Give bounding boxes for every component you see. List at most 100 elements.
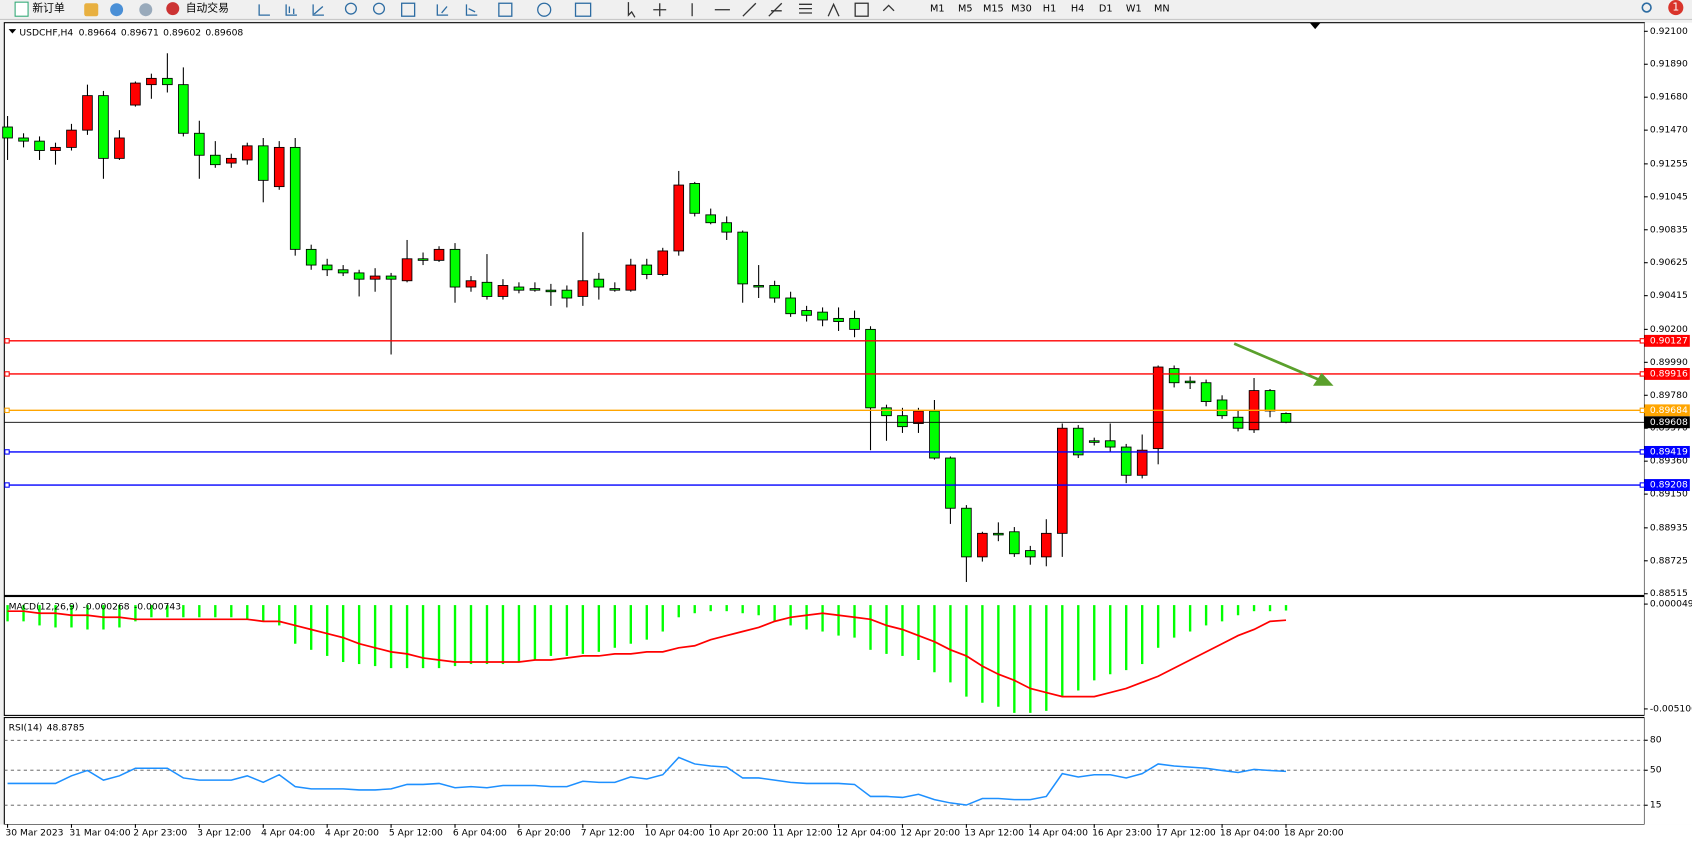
candle-body	[369, 275, 381, 280]
candle-body	[1200, 382, 1212, 402]
timeframe-button[interactable]: M15	[983, 4, 1004, 15]
level-label: 0.89916	[1650, 368, 1688, 379]
icon[interactable]	[258, 4, 270, 16]
icon[interactable]	[285, 4, 297, 16]
x-tick-label: 12 Apr 04:00	[836, 828, 896, 839]
level-label: 0.89608	[1650, 417, 1688, 428]
alerts-badge[interactable]: 1	[1668, 0, 1684, 16]
y-tick-label: 0.88725	[1650, 555, 1688, 566]
y-tick-label: 50	[1650, 765, 1662, 776]
candle-body	[881, 407, 892, 417]
icon[interactable]	[372, 2, 386, 15]
rsi-header: RSI(14) 48.8785	[9, 722, 85, 733]
candle-body	[353, 272, 365, 280]
icon[interactable]	[401, 2, 416, 17]
icon[interactable]	[653, 3, 667, 17]
last-low: 0.89602	[163, 27, 201, 38]
candle-body	[609, 288, 621, 291]
new-order-icon	[14, 1, 29, 17]
timeframe-button[interactable]: H4	[1071, 4, 1084, 15]
new-order-button[interactable]: 新订单	[14, 1, 65, 17]
candle-body	[689, 183, 701, 214]
candle-body	[577, 280, 589, 297]
icon[interactable]	[84, 3, 99, 17]
y-tick-label: 0.89150	[1650, 489, 1688, 500]
toolbar-bg	[0, 0, 1692, 20]
icon[interactable]	[465, 4, 478, 16]
icon[interactable]	[498, 2, 513, 17]
level-handle	[1639, 482, 1646, 488]
candle-body	[529, 288, 541, 291]
search-icon[interactable]	[1641, 2, 1652, 13]
candle-body	[1264, 390, 1276, 412]
level-handle	[4, 371, 10, 377]
x-tick-label: 10 Apr 20:00	[709, 828, 769, 839]
icon[interactable]	[854, 2, 869, 17]
icon[interactable]	[574, 2, 592, 17]
candle-body	[114, 137, 125, 159]
timeframe-button[interactable]: M30	[1011, 4, 1032, 15]
timeframe-button[interactable]: H1	[1043, 4, 1056, 15]
rsi-label: RSI(14)	[9, 722, 43, 733]
y-tick-label: 0.89570	[1650, 423, 1688, 434]
candle-body	[705, 214, 716, 224]
x-tick-label: 16 Apr 23:00	[1092, 828, 1152, 839]
icon[interactable]	[344, 2, 357, 15]
rsi-line	[7, 756, 1287, 806]
candle-body	[2, 126, 13, 139]
candle-body	[737, 231, 748, 285]
candle-body	[753, 285, 764, 288]
candle-body	[98, 95, 109, 159]
candle-body	[497, 285, 509, 297]
level-label: 0.89419	[1650, 446, 1688, 457]
candle-body	[1025, 550, 1036, 558]
candle-body	[673, 184, 685, 252]
icon[interactable]	[827, 2, 840, 17]
candle-body	[865, 328, 876, 409]
macd-last: -0.000268	[83, 601, 130, 612]
candle-body	[465, 280, 477, 288]
icon[interactable]	[110, 3, 124, 17]
timeframe-button[interactable]: M5	[958, 4, 973, 15]
icon[interactable]	[436, 4, 449, 16]
level-label: 0.89684	[1650, 405, 1688, 416]
candle-body	[194, 132, 205, 156]
icon[interactable]	[882, 4, 895, 12]
icon[interactable]	[139, 3, 153, 17]
timeframe-button[interactable]: D1	[1099, 4, 1113, 15]
y-tick-label: 0.000049	[1650, 599, 1692, 610]
icon[interactable]	[537, 2, 552, 17]
y-tick-label: 15	[1650, 800, 1662, 811]
timeframe-button[interactable]: MN	[1154, 4, 1170, 15]
candle-body	[1104, 440, 1116, 448]
timeframe-button[interactable]: M1	[930, 4, 945, 15]
level-handle	[1639, 338, 1646, 344]
icon[interactable]	[742, 2, 757, 17]
icon[interactable]	[312, 4, 324, 16]
auto-trading-button[interactable]: 自动交易	[166, 1, 229, 16]
level-label: 0.90127	[1650, 335, 1688, 346]
candle-body	[961, 507, 972, 558]
candle-body	[657, 250, 669, 275]
level-handle	[1639, 407, 1646, 414]
candle-body	[66, 129, 77, 148]
y-tick-label: 0.90415	[1650, 290, 1688, 301]
x-tick-label: 18 Apr 20:00	[1284, 828, 1344, 839]
x-tick-label: 6 Apr 04:00	[453, 828, 507, 839]
icon[interactable]	[627, 2, 636, 18]
y-tick-label: 80	[1650, 735, 1662, 746]
y-tick-label: 0.89780	[1650, 390, 1688, 401]
candle-body	[1056, 427, 1068, 534]
signal-last: -0.000743	[134, 601, 181, 612]
icon[interactable]	[799, 3, 812, 14]
icon[interactable]	[768, 2, 783, 17]
timeframe-button[interactable]: W1	[1126, 4, 1142, 15]
timeframe-bar: M1 M5 M15 M30 H1 H4 D1 W1 MN	[930, 4, 1170, 15]
x-tick-label: 14 Apr 04:00	[1028, 828, 1088, 839]
candle-body	[337, 269, 349, 274]
candle-body	[257, 145, 269, 181]
last-open: 0.89664	[79, 27, 117, 38]
candle-body	[1232, 416, 1244, 429]
candle-body	[146, 77, 157, 86]
